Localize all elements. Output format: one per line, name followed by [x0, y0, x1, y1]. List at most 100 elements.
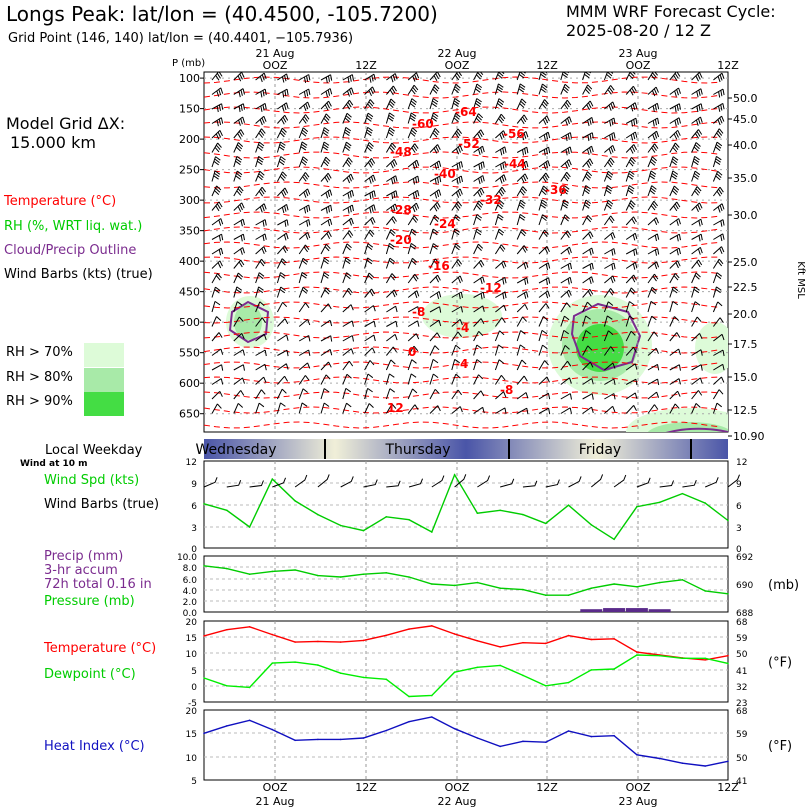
wind-barb: [429, 243, 439, 255]
wind-barb: [429, 319, 442, 327]
wind-barb: [429, 98, 439, 110]
wind-barb: [429, 388, 440, 400]
top-time-tick: OOZ: [445, 59, 470, 72]
surface-wind-barb: [545, 479, 560, 488]
wind-barb: [473, 228, 482, 240]
wind-barb: [407, 228, 417, 240]
wind-barb: [582, 378, 594, 385]
wind-barb: [320, 348, 333, 356]
panel-frame: [203, 620, 729, 703]
wind-barb: [582, 247, 594, 256]
data-point: [613, 734, 615, 737]
data-point: [704, 502, 707, 504]
data-point: [658, 757, 661, 760]
wind-barb: [691, 286, 700, 298]
wind-barb: [691, 333, 703, 342]
wind-barb: [582, 288, 594, 298]
wind-barb: [495, 161, 507, 171]
data-point: [476, 512, 479, 514]
wind-barb: [364, 190, 376, 200]
wind-barb: [342, 173, 354, 184]
wind-barb: [364, 112, 374, 124]
right-unit-label: (°F): [768, 656, 792, 671]
wind-barb: [342, 360, 354, 371]
wind-barb: [276, 141, 286, 153]
wind-barb: [712, 258, 724, 269]
wind-barb: [713, 186, 724, 197]
right-tick-label: 23: [736, 699, 747, 709]
wind-barb: [429, 214, 440, 226]
wind-barb: [669, 117, 681, 127]
panel-frame: [203, 709, 729, 781]
wind-barb: [407, 273, 419, 284]
wind-barb: [713, 349, 725, 357]
legend-wind-barbs: Wind Barbs (kts) (true): [4, 267, 153, 282]
legend-rh80-swatch: [84, 368, 124, 392]
wind-barb: [516, 229, 527, 240]
data-point: [658, 581, 661, 584]
data-point: [339, 641, 342, 643]
bottom-time-tick: OOZ: [263, 781, 288, 794]
wind-barb: [712, 128, 724, 139]
wind-barb: [451, 259, 463, 269]
wind-barb: [364, 174, 376, 184]
wind-barb: [276, 171, 287, 182]
left-tick-label: 5: [191, 777, 197, 787]
surface-wind-barb: [636, 477, 651, 488]
wind-barb: [669, 247, 681, 256]
wind-barb: [473, 113, 484, 124]
wind-barb: [342, 141, 352, 153]
wind-barb: [407, 215, 419, 226]
wind-barb: [451, 373, 461, 385]
wind-barb: [276, 156, 286, 168]
wind-barb: [582, 84, 593, 95]
wind-barb: [233, 129, 245, 139]
wind-barb: [211, 390, 223, 400]
data-point: [544, 594, 547, 596]
surface-wind-barb: [590, 474, 604, 488]
wind-barb: [233, 349, 245, 356]
data-point: [408, 628, 410, 630]
wind-barb: [429, 291, 442, 299]
legend-temperature: Temperature (°C): [4, 194, 117, 209]
wind-barb: [277, 102, 289, 112]
wind-barb: [211, 103, 224, 113]
data-point: [544, 685, 547, 687]
surface-wind-barb: [477, 475, 491, 488]
wind-barb: [211, 130, 223, 140]
panel-legend: Temperature (°C): [43, 641, 156, 656]
wind-barb: [473, 259, 485, 269]
wind-barb: [255, 88, 267, 98]
wind-barb: [364, 126, 373, 139]
wind-barb: [691, 88, 703, 98]
wind-barb: [429, 258, 440, 269]
surface-wind-barb: [568, 476, 582, 488]
wind-barb: [582, 72, 591, 81]
wind-barb: [647, 200, 658, 211]
wind-barb: [211, 260, 223, 269]
wind-barb: [603, 346, 615, 356]
wind-barb: [625, 363, 638, 371]
wind-barb: [582, 361, 594, 371]
wind-barb: [320, 218, 333, 227]
right-unit-label: (mb): [768, 578, 799, 593]
data-point: [339, 672, 342, 674]
wind-barb: [407, 98, 417, 110]
wind-barb: [691, 390, 703, 400]
wind-barb: [538, 407, 551, 415]
wind-barb: [407, 84, 419, 95]
wind-barb: [277, 375, 289, 385]
wind-barb: [276, 258, 287, 269]
isotherm-label: -4: [455, 357, 468, 371]
wind-barb: [538, 360, 549, 371]
wind-barb: [516, 330, 526, 342]
surface-wind-barb: [408, 478, 424, 488]
surface-wind-barb: [454, 474, 467, 488]
wind-barb: [669, 332, 681, 342]
wind-barb: [385, 388, 395, 400]
right-tick-label: 32: [736, 683, 747, 693]
wind-barb: [385, 359, 396, 371]
rh-region: [422, 294, 502, 338]
wind-barb: [473, 406, 485, 414]
wind-barb: [277, 232, 289, 241]
